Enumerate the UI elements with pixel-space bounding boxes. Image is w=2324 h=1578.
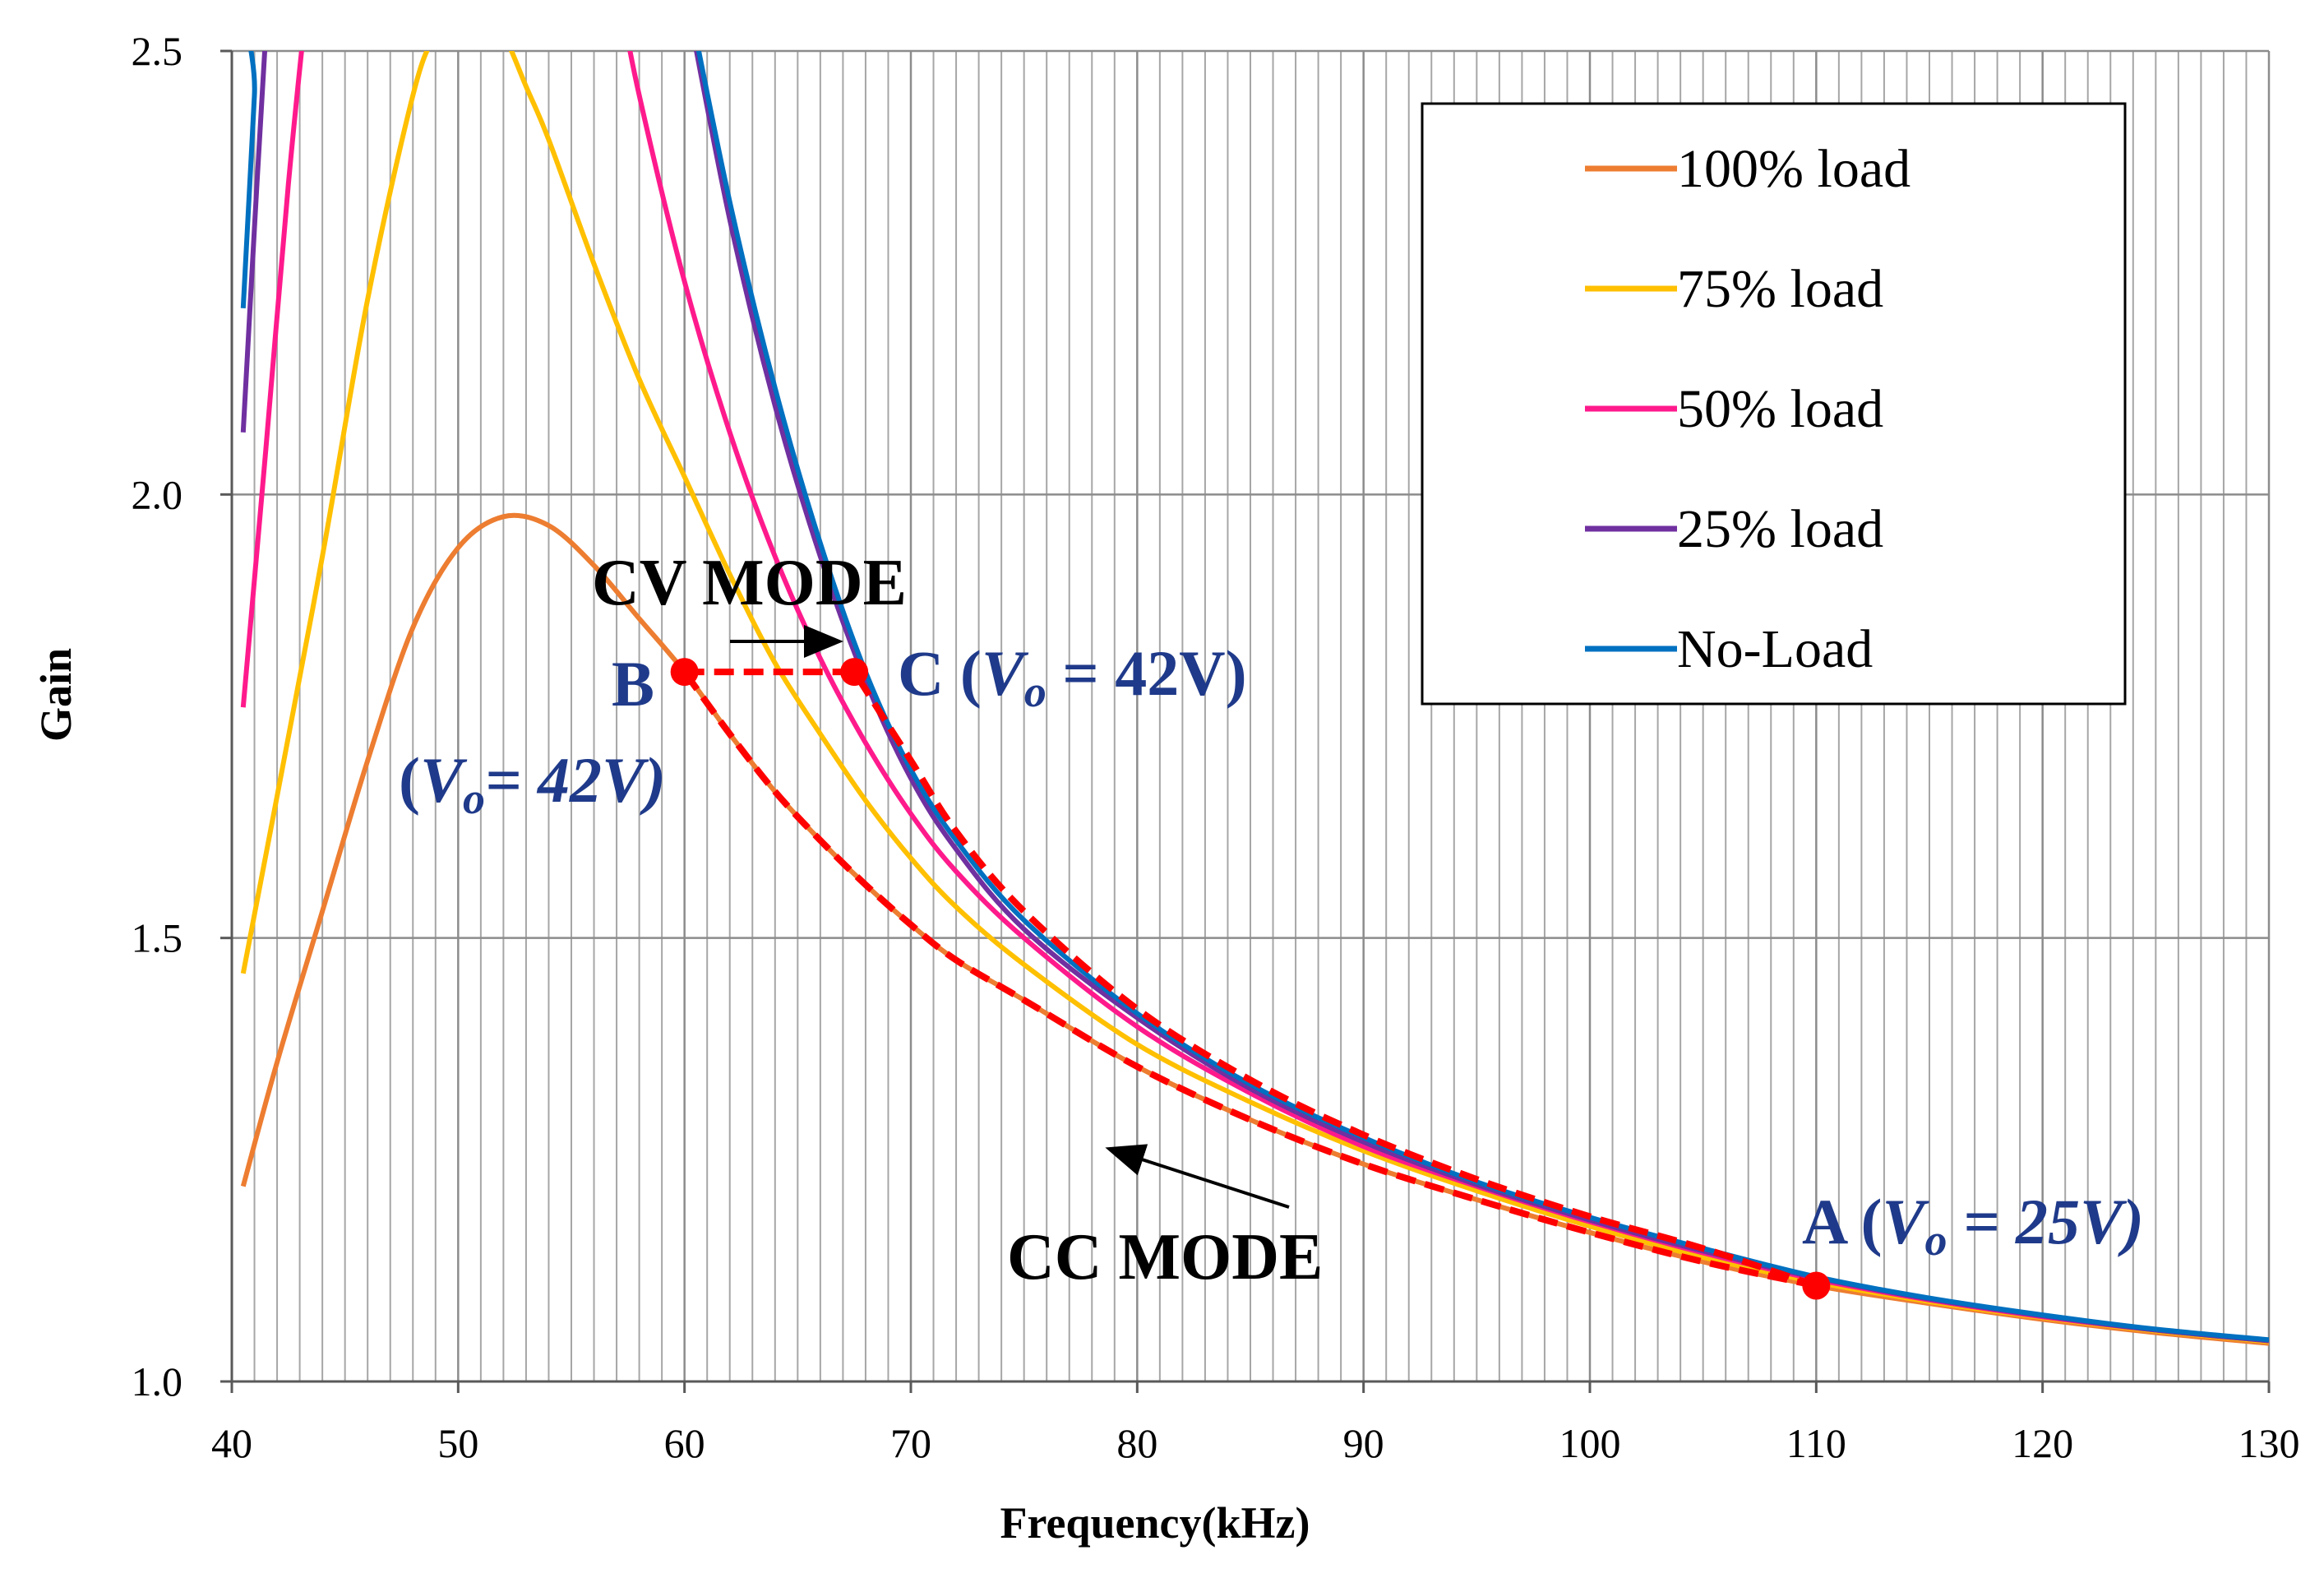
x-tick-label: 40 <box>211 1420 252 1466</box>
x-tick-label: 60 <box>664 1420 705 1466</box>
series-line-no-load <box>240 51 2269 1343</box>
legend: 100% load 75% load 50% load 25% load No-Load <box>1421 102 2127 706</box>
x-tick-label: 70 <box>890 1420 931 1466</box>
x-tick-label: 120 <box>2012 1420 2073 1466</box>
point-b-label: B <box>612 648 654 720</box>
legend-label: 25% load <box>1677 499 1883 559</box>
cc-mode-arrow <box>1105 1144 1290 1209</box>
x-tick-label: 110 <box>1786 1420 1846 1466</box>
point-c-label: C (Vo = 42V) <box>898 637 1247 716</box>
x-tick-label: 90 <box>1343 1420 1384 1466</box>
x-tick-label: 130 <box>2239 1420 2300 1466</box>
x-tick-label: 80 <box>1116 1420 1157 1466</box>
series-line-75-load <box>240 51 2269 1344</box>
y-tick-label: 2.5 <box>132 28 183 74</box>
cc-mode-label: CC MODE <box>1007 1221 1323 1293</box>
point-marker-b <box>670 658 699 687</box>
x-tick-label: 100 <box>1559 1420 1621 1466</box>
point-marker-c <box>840 658 869 687</box>
axis-ticks: 40 50 60 70 80 90 100 110 120 130 1.0 1.5 2.0 2.5 <box>132 28 2300 1466</box>
legend-items: 100% load 75% load 50% load 25% load No-Load <box>1585 139 1910 679</box>
legend-label: No-Load <box>1677 619 1873 679</box>
y-tick-label: 1.5 <box>132 915 183 961</box>
legend-label: 75% load <box>1677 259 1883 319</box>
operating-points <box>670 658 1831 1300</box>
legend-box <box>1421 102 2127 706</box>
plot-frame <box>230 51 2269 1383</box>
y-tick-label: 1.0 <box>132 1358 183 1404</box>
series-line-cc-path <box>681 669 1818 1289</box>
series-line-cv-path <box>684 669 1818 1289</box>
point-marker-a <box>1802 1271 1831 1300</box>
series-lines <box>240 51 2269 1346</box>
cv-mode-label: CV MODE <box>592 547 907 619</box>
x-axis-title: Frequency(kHz) <box>1000 1498 1310 1548</box>
x-tick-label: 50 <box>437 1420 478 1466</box>
y-tick-label: 2.0 <box>132 471 183 517</box>
point-b-voltage-label: (Vo= 42V) <box>399 744 666 823</box>
legend-label: 50% load <box>1677 379 1883 439</box>
legend-label: 100% load <box>1677 139 1910 199</box>
point-a-label: A (Vo = 25V) <box>1802 1186 2144 1265</box>
y-axis-title: Gain <box>31 648 81 742</box>
